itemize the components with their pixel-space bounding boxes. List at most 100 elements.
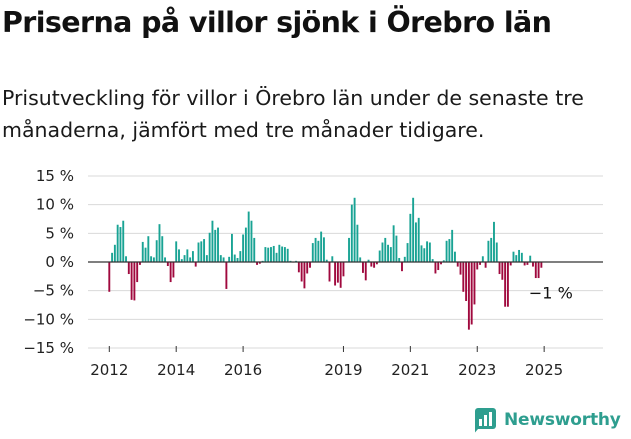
bar xyxy=(233,254,236,262)
bar xyxy=(303,262,306,289)
bar xyxy=(194,262,197,267)
bar xyxy=(412,197,415,262)
bar xyxy=(454,251,456,262)
bar xyxy=(392,225,395,262)
bar xyxy=(186,249,189,262)
bar xyxy=(395,235,398,262)
bar xyxy=(164,257,166,262)
bar xyxy=(498,262,501,275)
bar xyxy=(211,220,214,262)
bar xyxy=(420,245,423,262)
y-tick-label: 15 % xyxy=(36,167,74,185)
bar xyxy=(384,237,387,262)
x-tick-label: 2025 xyxy=(525,361,563,379)
bar xyxy=(348,237,350,262)
bar xyxy=(350,204,353,262)
y-tick-label: −15 % xyxy=(23,339,74,357)
bar xyxy=(367,259,370,262)
bar xyxy=(250,220,253,262)
bar xyxy=(336,262,339,283)
x-tick-label: 2021 xyxy=(391,361,429,379)
bar xyxy=(191,251,194,262)
bar xyxy=(423,248,426,262)
bar xyxy=(456,262,459,267)
bar xyxy=(283,247,286,262)
bar xyxy=(322,237,325,262)
bar xyxy=(320,231,323,262)
bar xyxy=(328,262,331,282)
bar xyxy=(139,262,141,265)
bar xyxy=(247,211,250,262)
y-tick-label: −5 % xyxy=(33,282,74,300)
bar xyxy=(451,229,454,262)
bar xyxy=(484,262,487,268)
bar xyxy=(275,252,278,262)
bar xyxy=(375,262,378,265)
x-tick-label: 2014 xyxy=(157,361,195,379)
bar xyxy=(208,232,211,262)
bar xyxy=(509,262,512,266)
bar xyxy=(481,256,484,262)
bar xyxy=(111,252,114,262)
x-tick-label: 2019 xyxy=(324,361,362,379)
bar xyxy=(445,240,448,262)
bar xyxy=(281,246,284,262)
bar xyxy=(264,247,267,262)
bar xyxy=(362,262,364,273)
bar xyxy=(178,249,180,262)
bar xyxy=(331,256,334,262)
x-tick-label: 2023 xyxy=(458,361,496,379)
bar xyxy=(356,224,359,262)
bar xyxy=(272,245,275,262)
bar xyxy=(389,247,392,262)
bar xyxy=(169,262,172,283)
bar xyxy=(155,240,158,262)
bar xyxy=(203,239,206,262)
bar xyxy=(467,262,470,330)
bar xyxy=(381,242,384,262)
bar xyxy=(459,262,462,275)
bar xyxy=(473,262,476,305)
bar xyxy=(353,197,356,262)
bar xyxy=(490,237,493,262)
chart-subtitle: Prisutveckling för villor i Örebro län u… xyxy=(2,86,584,142)
newsworthy-logo-icon xyxy=(475,408,496,433)
bar xyxy=(119,227,122,262)
bar xyxy=(504,262,507,307)
bar xyxy=(401,262,403,272)
bar xyxy=(306,262,309,274)
y-tick-label: 5 % xyxy=(45,224,74,242)
bar xyxy=(309,262,311,268)
bar xyxy=(144,247,147,262)
bar xyxy=(526,262,529,265)
bar xyxy=(270,247,272,262)
bar xyxy=(398,257,401,262)
bar xyxy=(470,262,473,325)
chart-title: Priserna på villor sjönk i Örebro län xyxy=(2,6,552,39)
bar xyxy=(426,241,429,262)
bar xyxy=(130,262,133,300)
bar xyxy=(403,256,406,262)
bar xyxy=(244,227,247,262)
bar xyxy=(373,262,376,268)
bar xyxy=(370,262,373,267)
bar xyxy=(180,259,183,262)
bar xyxy=(297,262,300,273)
bar xyxy=(462,262,465,292)
bar xyxy=(108,262,111,292)
bar xyxy=(158,224,161,262)
bar xyxy=(183,255,186,262)
bar xyxy=(242,234,245,262)
bar xyxy=(113,244,116,262)
bar xyxy=(339,262,342,288)
bar xyxy=(493,221,495,262)
bar xyxy=(540,262,543,268)
newsworthy-logo: Newsworthy xyxy=(474,407,621,433)
bar xyxy=(300,262,303,282)
bar xyxy=(200,241,203,262)
bar xyxy=(479,262,481,265)
bar xyxy=(512,251,515,262)
bar xyxy=(133,262,136,301)
bar xyxy=(127,262,130,275)
